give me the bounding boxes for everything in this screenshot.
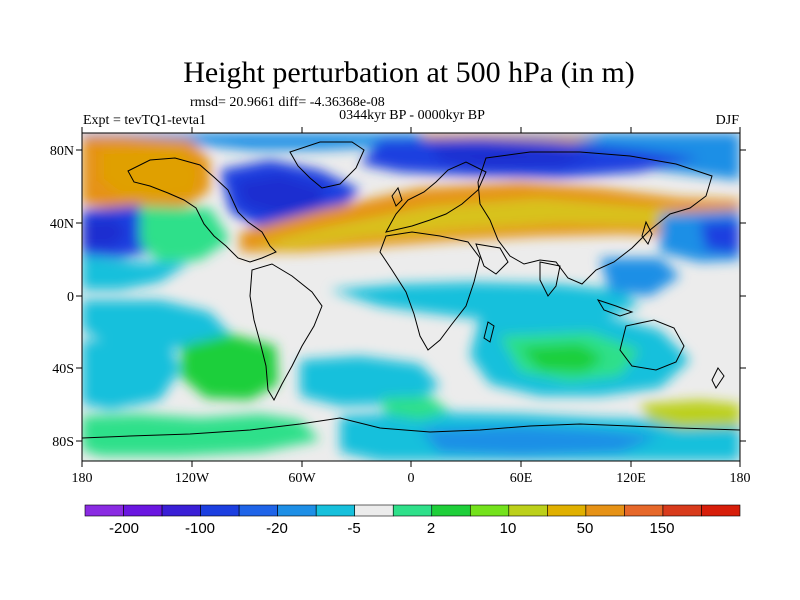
latitude-axis: 80N 40N 0 40S 80S — [50, 144, 74, 450]
lon-tick-label: 120E — [616, 471, 646, 486]
contour-region — [252, 198, 720, 248]
colorbar-label: 10 — [500, 520, 517, 537]
contour-region — [235, 174, 325, 216]
contour-region — [180, 334, 278, 400]
colorbar — [84, 504, 741, 517]
height-perturbation-field — [82, 133, 740, 461]
lon-tick-label: 180 — [72, 471, 93, 486]
contour-region — [140, 206, 230, 262]
lat-tick-label: 40N — [50, 217, 74, 232]
lon-tick-label: 60E — [510, 471, 533, 486]
colorbar-label: -100 — [185, 520, 215, 537]
colorbar-swatch — [585, 504, 625, 517]
contour-region — [100, 148, 200, 200]
colorbar-swatch — [392, 504, 433, 517]
contour-region — [82, 255, 190, 290]
contour-region — [82, 414, 320, 456]
experiment-label: Expt = tevTQ1-tevta1 — [83, 113, 206, 128]
contour-region — [640, 400, 740, 428]
colorbar-swatch — [508, 504, 548, 517]
colorbar-swatch — [469, 504, 510, 517]
map-title: Height perturbation at 500 hPa (in m) — [183, 56, 635, 89]
colorbar-label: 2 — [427, 520, 435, 537]
lon-tick-label: 60W — [288, 471, 316, 486]
colorbar-swatch — [662, 504, 702, 517]
longitude-axis: 180 120W 60W 0 60E 120E 180 — [72, 471, 751, 486]
stats-text: rmsd= 20.9661 diff= -4.36368e-08 — [190, 95, 385, 110]
season-label: DJF — [716, 113, 740, 128]
contour-region — [300, 356, 440, 406]
lon-tick-label: 0 — [408, 471, 415, 486]
lat-tick-label: 80S — [52, 435, 74, 450]
contour-region — [82, 340, 180, 410]
lat-tick-label: 40S — [52, 362, 74, 377]
lon-tick-label: 180 — [730, 471, 751, 486]
period-text: 0344kyr BP - 0000kyr BP — [339, 108, 485, 123]
contour-region — [380, 396, 450, 420]
contour-region — [700, 220, 740, 254]
lat-tick-label: 0 — [67, 290, 74, 305]
contour-region — [330, 282, 640, 322]
colorbar-swatch — [200, 504, 240, 517]
colorbar-label: -5 — [347, 520, 360, 537]
colorbar-swatch — [123, 504, 163, 517]
contour-region — [82, 218, 128, 248]
colorbar-swatch — [315, 504, 356, 517]
contour-region — [420, 426, 660, 456]
colorbar-label: 50 — [577, 520, 594, 537]
colorbar-label: -20 — [266, 520, 288, 537]
colorbar-swatch — [161, 504, 201, 517]
coastlines — [82, 141, 740, 439]
colorbar-swatch — [624, 504, 664, 517]
colorbar-swatch — [277, 504, 317, 517]
colorbar-swatch — [431, 504, 471, 517]
colorbar-labels: -200 -100 -20 -5 2 10 50 150 — [109, 520, 675, 537]
colorbar-swatch — [238, 504, 278, 517]
colorbar-swatch — [547, 504, 587, 517]
colorbar-label: 150 — [649, 520, 674, 537]
contour-region — [82, 300, 230, 348]
lat-tick-label: 80N — [50, 144, 74, 159]
colorbar-label: -200 — [109, 520, 139, 537]
lon-tick-label: 120W — [175, 471, 210, 486]
contour-region — [520, 344, 604, 372]
colorbar-swatch — [701, 504, 741, 517]
contour-region — [600, 258, 680, 296]
colorbar-swatch — [84, 504, 124, 517]
colorbar-swatch — [354, 504, 394, 517]
